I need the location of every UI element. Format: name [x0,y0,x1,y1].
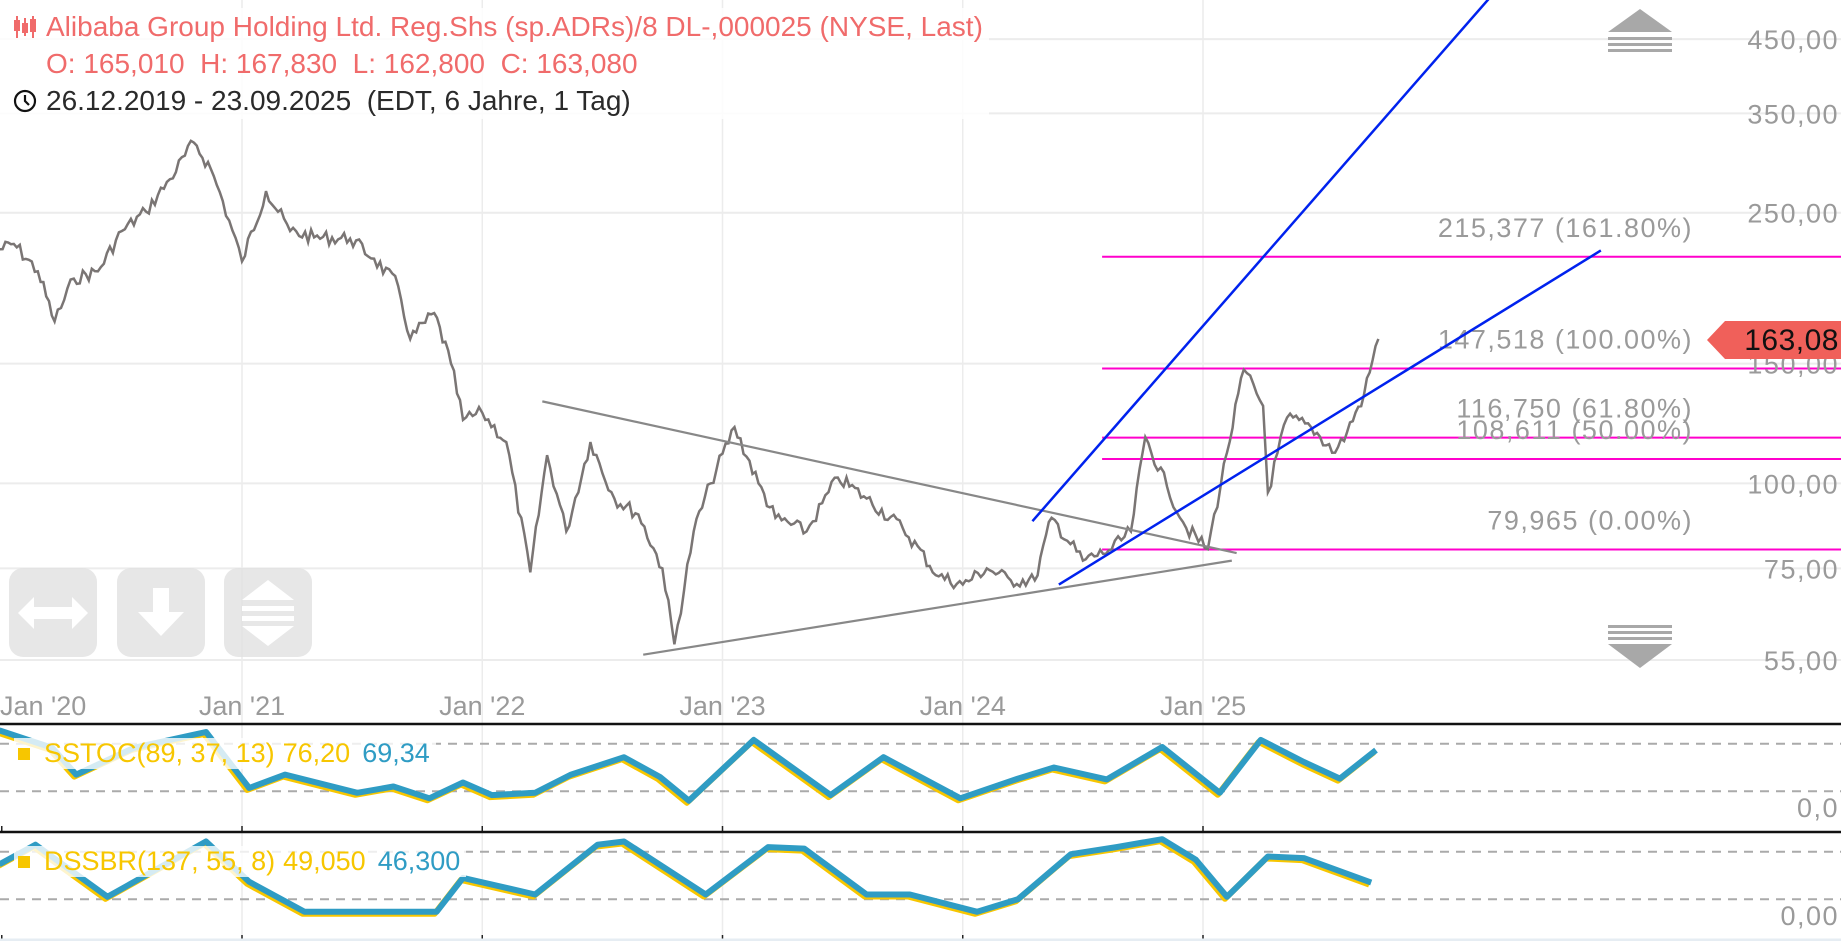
last-price-tag: 163,08 [1707,321,1841,359]
y-tick-label: 75,00 [1764,554,1839,584]
x-tick-label: Jan '24 [920,691,1006,721]
fib-level-label: 147,518 (100.00%) [1438,325,1693,355]
y-tick-label: 450,00 [1747,25,1839,55]
y-tick-label: 100,00 [1747,469,1839,499]
last-price-value: 163,08 [1744,324,1839,357]
x-tick-label: Jan '23 [679,691,765,721]
sstoc-legend: SSTOC(89, 37, 13) 76,20 69,34 [14,738,436,769]
dssbr-legend: DSSBR(137, 55, 8) 49,050 46,300 [14,846,467,877]
price-series [0,139,1380,645]
legend-swatch [18,747,30,760]
x-tick-label: Jan '22 [439,691,525,721]
trendline-channel-upper [1031,0,1490,522]
dssbr-label: DSSBR(137, 55, 8) [44,846,276,876]
fib-level-label: 116,750 (61.80%) [1456,394,1693,424]
scroll-down-button[interactable] [1608,625,1672,668]
scroll-up-button[interactable] [1608,9,1672,52]
dssbr-value1: 49,050 [283,846,366,876]
indicator-axis-label: 0,0 [1797,793,1839,823]
up-arrow-icon [1608,9,1672,32]
trendlines [542,0,1602,656]
sstoc-label: SSTOC(89, 37, 13) [44,738,275,768]
time-axis: Jan '20 Jan '21 Jan '22 Jan '23 Jan '24 Jan '… [0,691,1246,721]
chart-header: Alibaba Group Holding Ltd. Reg.Shs (sp.A… [0,8,989,119]
trendline-triangle-upper [542,400,1237,555]
clock-icon [13,89,37,112]
x-tick-label: Jan '25 [1160,691,1246,721]
left-right-arrow-icon [18,596,88,629]
x-tick-label: Jan '20 [0,691,86,721]
scroll-down-nav-button[interactable] [117,568,205,657]
legend-swatch [18,855,30,868]
instrument-title: Alibaba Group Holding Ltd. Reg.Shs (sp.A… [46,10,983,42]
sstoc-main-line [0,727,1378,804]
scale-vertical-button[interactable] [224,568,312,657]
fib-level-label: 79,965 (0.00%) [1487,505,1693,535]
sstoc-value1: 76,20 [282,738,351,768]
trendline-channel-lower [1058,249,1602,586]
fib-level-label: 108,611 (50.00%) [1456,415,1693,445]
y-tick-label: 55,00 [1764,646,1839,676]
up-down-arrows-icon [242,579,294,646]
pan-horizontal-button[interactable] [9,568,97,657]
down-arrow-icon [1608,644,1672,668]
fib-level-label: 215,377 (161.80%) [1438,213,1693,243]
sstoc-value2: 69,34 [362,738,430,768]
date-range: 26.12.2019 - 23.09.2025 (EDT, 6 Jahre, 1… [46,84,631,116]
y-tick-label: 350,00 [1747,99,1839,129]
x-tick-label: Jan '21 [199,691,285,721]
trendline-triangle-lower [643,559,1233,656]
indicator-panels: 0,0 0,00 [0,722,1841,941]
candlestick-icon [14,15,36,38]
dssbr-value2: 46,300 [377,846,461,876]
dssbr-main-line [0,836,1373,915]
indicator-axis-label: 0,00 [1780,901,1839,931]
price-line [0,139,1380,645]
down-arrow-icon [138,587,184,636]
y-tick-label: 250,00 [1747,199,1839,229]
ohlc-values: O: 165,010 H: 167,830 L: 162,800 C: 163,… [46,47,638,79]
fibonacci-levels: 215,377 (161.80%) 147,518 (100.00%) 116,75… [1102,213,1841,551]
